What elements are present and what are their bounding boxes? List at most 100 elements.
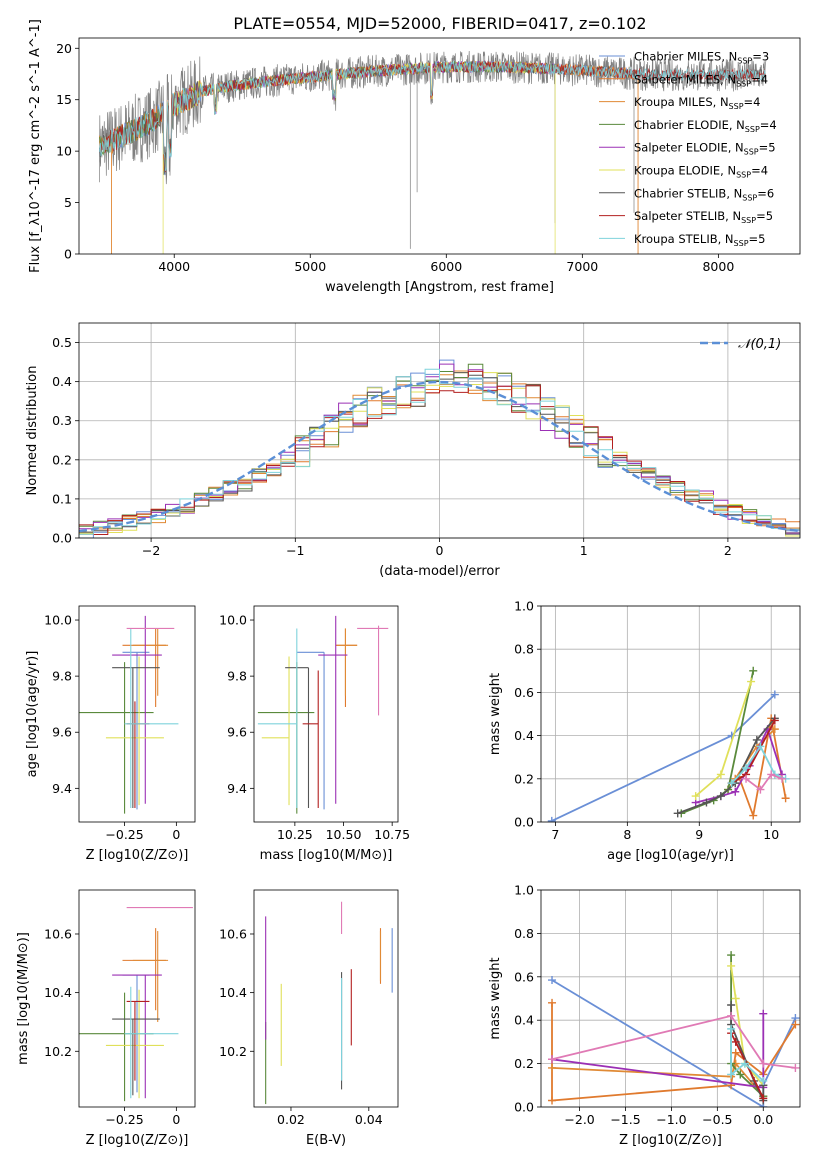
y-tick-label: 10.2 <box>219 1044 247 1059</box>
x-axis-label: wavelength [Angstrom, rest frame] <box>325 280 554 295</box>
x-axis-label: E(B-V) <box>306 1133 346 1148</box>
histogram-bars <box>79 359 800 538</box>
x-tick-label: 7000 <box>566 259 598 274</box>
y-tick-label: 0.6 <box>514 969 534 984</box>
chabrier-elodie-weight-point <box>736 1070 745 1079</box>
kroupa-elodie-weight-point <box>747 677 756 686</box>
pink-weight-point <box>742 774 751 783</box>
chabrier-miles-legend-label: Chabrier MILES, NSSP=3 <box>634 50 769 66</box>
axes-frame <box>78 605 196 823</box>
kroupa-stelib-weight-point <box>759 1076 768 1085</box>
age-vs-metallicity-panel: −0.25 0 9.4 9.6 9.8 10.0 Z [log10(Z/Z⊙)] age [l… <box>25 605 196 863</box>
y-tick-label: 10.4 <box>44 985 72 1000</box>
y-tick-label: 10.4 <box>219 985 247 1000</box>
x-tick-label: 5000 <box>294 259 326 274</box>
x-tick-label: 6000 <box>430 259 462 274</box>
y-tick-label: 0.4 <box>514 1013 534 1028</box>
x-tick-label: 0 <box>172 827 180 842</box>
kroupa-stelib-weight-point <box>727 779 736 788</box>
y-axis-label: Flux [f_λ10^-17 erg cm^-2 s^-1 A^-1] <box>28 19 43 273</box>
errorbars <box>257 615 389 814</box>
figure-title: PLATE=0554, MJD=52000, FIBERID=0417, z=0… <box>233 14 646 33</box>
chabrier-stelib-weight-point <box>702 798 711 807</box>
kroupa-stelib-weight-point <box>756 742 765 751</box>
y-axis-label: age [log10(age/yr)] <box>25 651 40 778</box>
spectrum-lines <box>99 50 767 254</box>
y-tick-label: 1.0 <box>514 883 534 898</box>
y-tick-label: 0.6 <box>514 685 534 700</box>
y-axis-label: mass weight <box>488 957 503 1039</box>
residual-histogram-panel: −2 −1 0 1 2 0.0 0.1 0.2 0.3 0.4 0.5 (data-model)/er… <box>25 322 801 579</box>
axes-frame <box>78 37 801 255</box>
kroupa-stelib-weight-line <box>730 1028 764 1082</box>
axes-frame <box>540 605 801 823</box>
x-tick-label: 10 <box>763 827 779 842</box>
salpeter-elodie-weight-line <box>551 1013 765 1089</box>
kroupa-miles-weight-point <box>770 725 779 734</box>
spectrum-legend: Chabrier MILES, NSSP=3 Salpeter MILES, NS… <box>599 50 777 248</box>
kroupa-elodie-weight-point <box>691 792 700 801</box>
x-tick-label: 7 <box>551 827 559 842</box>
y-tick-label: 0.2 <box>514 1056 534 1071</box>
x-tick-label: −0.5 <box>702 1112 732 1127</box>
y-tick-label: 0.8 <box>514 642 534 657</box>
salpeter-miles-weight-point <box>791 1020 800 1029</box>
x-axis-label: Z [log10(Z/Z⊙)] <box>86 1133 189 1148</box>
y-axis-label: mass weight <box>488 673 503 755</box>
y-tick-label: 0.2 <box>52 452 72 467</box>
chabrier-miles-weight-point <box>770 690 779 699</box>
y-tick-label: 0.4 <box>514 728 534 743</box>
axes-frame <box>253 605 399 823</box>
x-tick-label: 9 <box>695 827 703 842</box>
kroupa-stelib-weight-point <box>740 1059 749 1068</box>
axes-frame <box>78 322 801 539</box>
age-vs-mass-panel: 10.25 10.50 10.75 9.4 9.6 9.8 10.0 mass [log10(… <box>219 605 410 863</box>
pink-weight-line <box>745 773 783 791</box>
y-tick-label: 0.1 <box>52 491 72 506</box>
weight-lines <box>548 951 800 1107</box>
x-axis-label: (data-model)/error <box>379 564 500 579</box>
mass-weight-vs-age-panel: 7 8 9 10 0.0 0.2 0.4 0.6 0.8 1.0 age [log10(age/yr… <box>488 599 801 863</box>
chabrier-stelib-legend-label: Chabrier STELIB, NSSP=6 <box>634 186 774 202</box>
x-axis-label: Z [log10(Z/Z⊙)] <box>619 1133 722 1148</box>
x-tick-label: 0.0 <box>753 1112 773 1127</box>
x-tick-label: 4000 <box>158 259 190 274</box>
y-axis-label: Normed distribution <box>25 366 40 496</box>
y-tick-label: 10.0 <box>219 613 247 628</box>
y-tick-label: 9.4 <box>227 781 247 796</box>
chabrier-elodie-weight-point <box>749 666 758 675</box>
chabrier-stelib-weight-point <box>716 792 725 801</box>
mass-vs-ebv-panel: 0.02 0.04 10.2 10.4 10.6 E(B-V) <box>219 889 399 1148</box>
salpeter-miles-weight-point <box>731 1048 740 1057</box>
chabrier-stelib-weight-line <box>677 717 776 815</box>
y-tick-label: 9.6 <box>227 725 247 740</box>
y-tick-label: 10.6 <box>219 926 247 941</box>
axes-frame <box>78 889 196 1108</box>
kroupa-stelib-model-line <box>99 60 766 171</box>
x-tick-label: 0 <box>436 543 444 558</box>
x-tick-label: −2.0 <box>564 1112 594 1127</box>
chabrier-stelib-weight-point <box>752 735 761 744</box>
mass-weight-vs-metallicity-panel: −2.0 −1.5 −1.0 −0.5 0.0 0.0 0.2 0.4 0.6 0.8 1.0 Z [… <box>488 883 801 1148</box>
salpeter-elodie-weight-point <box>731 787 740 796</box>
salpeter-elodie-legend-label: Salpeter ELODIE, NSSP=5 <box>634 141 776 157</box>
kroupa-stelib-histogram-step <box>79 368 800 538</box>
y-tick-label: 0.5 <box>52 335 72 350</box>
errorbars <box>79 907 193 1102</box>
y-tick-label: 10.0 <box>44 613 72 628</box>
x-tick-label: −2 <box>142 543 160 558</box>
pink-weight-line <box>551 1014 796 1069</box>
x-tick-label: 10.25 <box>277 827 313 842</box>
y-axis-label: mass [log10(M/M⊙)] <box>16 932 31 1065</box>
salpeter-stelib-legend-label: Salpeter STELIB, NSSP=5 <box>634 209 773 225</box>
salpeter-elodie-weight-point <box>759 1009 768 1018</box>
y-tick-label: 0.0 <box>514 815 534 830</box>
x-tick-label: 10.50 <box>326 827 362 842</box>
y-tick-label: 0.3 <box>52 413 72 428</box>
y-tick-label: 9.4 <box>52 781 72 796</box>
y-tick-label: 9.8 <box>227 669 247 684</box>
errorbars <box>79 615 179 814</box>
salpeter-stelib-histogram-step <box>79 370 800 538</box>
kroupa-stelib-weight-point <box>727 1024 736 1033</box>
x-tick-label: 1 <box>580 543 588 558</box>
